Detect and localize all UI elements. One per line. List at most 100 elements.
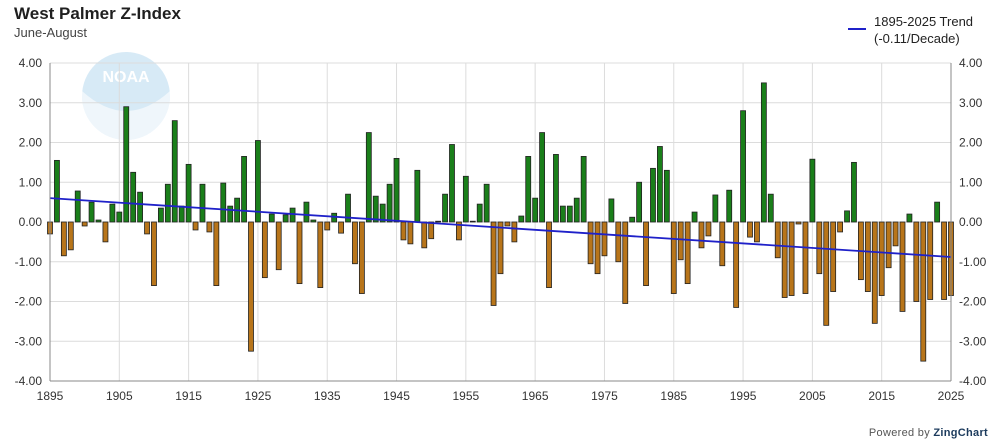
bar: [123, 106, 130, 223]
bar: [781, 221, 788, 298]
bar: [144, 221, 150, 235]
bar: [358, 221, 365, 294]
bar: [878, 221, 885, 296]
bar: [948, 221, 954, 296]
bar: [608, 198, 615, 223]
x-tick-label: 1945: [383, 389, 410, 403]
bar: [483, 183, 490, 223]
y-tick-label-left: -4.00: [15, 374, 43, 388]
bar: [899, 221, 906, 312]
bar: [255, 140, 261, 223]
bar: [518, 215, 525, 223]
bar: [795, 221, 802, 225]
bar: [435, 220, 442, 223]
bar: [248, 221, 254, 352]
bar: [691, 211, 698, 223]
bar: [490, 221, 497, 306]
noaa-logo-wave: [82, 91, 170, 140]
bar: [740, 110, 746, 223]
bar: [892, 221, 899, 247]
bar: [913, 221, 920, 302]
bar: [289, 207, 296, 223]
noaa-logo: NOAA: [82, 52, 170, 140]
bar: [476, 203, 483, 223]
bar: [927, 221, 934, 300]
bar: [317, 221, 324, 288]
bar: [636, 181, 643, 223]
bar: [157, 207, 164, 223]
bar: [379, 203, 386, 223]
bar: [747, 221, 753, 238]
bar: [185, 163, 192, 223]
y-tick-label-left: 0.00: [19, 215, 43, 229]
bar: [532, 197, 539, 223]
x-tick-label: 1975: [591, 389, 618, 403]
credit-brand[interactable]: ZingChart: [933, 427, 988, 439]
y-tick-label-right: 0.00: [959, 215, 983, 229]
bar: [296, 221, 303, 285]
bar: [60, 221, 67, 257]
bar: [580, 156, 587, 223]
bar: [920, 221, 927, 362]
bar: [566, 205, 573, 223]
bar: [525, 156, 532, 223]
x-tick-label: 1905: [106, 389, 133, 403]
bar: [594, 221, 601, 275]
bar: [303, 201, 310, 223]
bar: [587, 221, 594, 265]
y-tick-label-left: 1.00: [19, 175, 43, 189]
y-tick-label-left: 3.00: [19, 96, 43, 110]
y-tick-label-left: -1.00: [15, 255, 43, 269]
bar: [324, 221, 331, 231]
bar: [178, 205, 185, 223]
bar: [559, 205, 566, 223]
noaa-logo-circle: [82, 52, 170, 140]
credit[interactable]: Powered by ZingChart: [869, 427, 988, 439]
x-tick-label: 1935: [314, 389, 341, 403]
bar: [504, 221, 511, 227]
bar: [650, 167, 656, 223]
credit-prefix: Powered by: [868, 427, 930, 439]
bar: [601, 221, 608, 257]
bar: [754, 221, 760, 243]
bar: [858, 221, 864, 281]
bar: [130, 171, 137, 223]
bar: [941, 221, 947, 300]
bar: [137, 191, 143, 223]
bar: [830, 221, 837, 292]
bar: [352, 221, 358, 265]
bar: [788, 221, 795, 296]
bar: [407, 221, 414, 245]
bar: [767, 193, 774, 223]
bar: [81, 221, 88, 227]
bar: [47, 221, 53, 235]
bar: [802, 221, 809, 294]
bar: [442, 193, 448, 223]
noaa-logo-text: NOAA: [102, 69, 150, 86]
bar: [400, 221, 407, 241]
x-tick-label: 1925: [245, 389, 272, 403]
bar: [102, 221, 109, 243]
bar: [809, 158, 816, 223]
x-tick-label: 1915: [175, 389, 202, 403]
bar: [844, 210, 850, 223]
bar: [421, 221, 428, 249]
bar: [192, 221, 199, 231]
bar: [511, 221, 518, 243]
bar: [67, 221, 74, 251]
bar: [726, 189, 733, 223]
bar: [622, 221, 629, 304]
bar: [213, 221, 220, 286]
bar: [657, 146, 663, 223]
bar: [906, 213, 913, 223]
bar: [234, 197, 241, 223]
bar: [573, 197, 580, 223]
x-tick-label: 1895: [37, 389, 64, 403]
chart-title: West Palmer Z-Index: [14, 4, 181, 23]
x-tick-label: 2025: [938, 389, 965, 403]
bar: [539, 132, 545, 223]
bar: [712, 194, 719, 223]
y-tick-label-right: 4.00: [959, 56, 983, 70]
x-tick-label: 1965: [522, 389, 549, 403]
bar: [338, 221, 344, 234]
